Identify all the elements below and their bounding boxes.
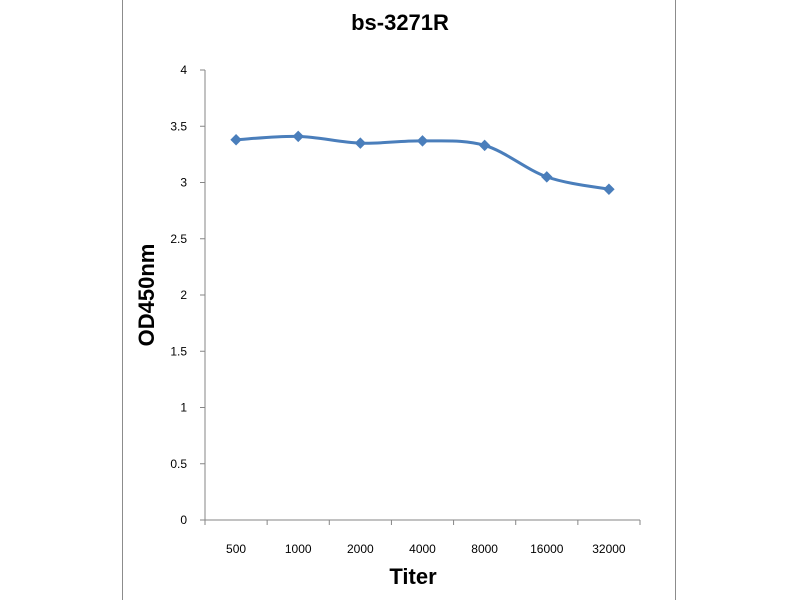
tick-labels: 0 0.5 1 1.5 2 2.5 3 3.5 4 500 1000 2000 4000 8000 1600… [170, 63, 626, 556]
x-tick-label: 32000 [592, 542, 626, 556]
x-axis-title: Titer [389, 564, 437, 589]
x-tick-label: 500 [226, 542, 246, 556]
data-point-marker [416, 135, 429, 147]
y-tick-label: 0 [180, 513, 187, 527]
data-point-marker [478, 139, 491, 152]
y-tick-label: 0.5 [170, 457, 187, 471]
x-tick-label: 2000 [347, 542, 374, 556]
y-tick-label: 1.5 [170, 344, 187, 358]
data-point-marker [230, 134, 242, 146]
y-tick-label: 1 [180, 401, 187, 415]
x-tick-label: 8000 [471, 542, 498, 556]
data-point-marker [603, 183, 615, 195]
y-tick-label: 2.5 [170, 232, 187, 246]
y-tick-label: 3 [180, 176, 187, 190]
data-point-marker [354, 137, 367, 149]
x-tick-label: 1000 [285, 542, 312, 556]
chart-frame [122, 0, 676, 600]
x-tick-label: 16000 [530, 542, 564, 556]
y-axis-title: OD450nm [134, 244, 159, 347]
chart-title: bs-3271R [351, 10, 449, 35]
data-point-marker [292, 130, 304, 143]
y-tick-label: 2 [180, 288, 187, 302]
axes [200, 69, 641, 525]
y-tick-label: 3.5 [170, 119, 187, 133]
series-layer [230, 130, 615, 195]
x-tick-label: 4000 [409, 542, 436, 556]
data-point-marker [541, 171, 553, 183]
y-tick-label: 4 [180, 63, 187, 77]
